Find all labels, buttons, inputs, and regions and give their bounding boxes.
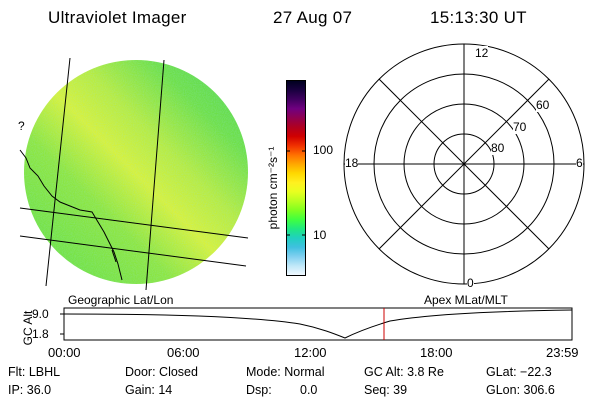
date-label: 27 Aug 07: [273, 8, 353, 27]
info-mode: Mode: Normal: [246, 365, 325, 379]
info-dsp: Dsp:: [246, 383, 272, 397]
time-tick-1800: 18:00: [420, 345, 453, 360]
time-tick-0600: 06:00: [167, 345, 200, 360]
info-gain: Gain: 14: [125, 383, 173, 397]
time-tick-2359: 23:59: [546, 345, 579, 360]
info-seq: Seq: 39: [364, 383, 408, 397]
info-flt: Flt: LBHL: [8, 365, 61, 379]
mlt-label-18: 18: [345, 156, 359, 170]
mlt-label-0: 0: [467, 276, 474, 290]
instrument-title: Ultraviolet Imager: [48, 8, 187, 27]
geographic-label: Geographic Lat/Lon: [68, 293, 174, 307]
colorbar: [286, 80, 306, 276]
info-glat: GLat: −22.3: [486, 365, 552, 379]
info-dsp-value: 0.0: [300, 383, 318, 397]
mlt-label-12: 12: [475, 46, 489, 60]
edge-mark: ?: [18, 119, 25, 133]
alt-tick-9: 9.0: [32, 307, 49, 321]
time-tick-0000: 00:00: [48, 345, 81, 360]
info-gc-alt: GC Alt: 3.8 Re: [364, 365, 444, 379]
colorbar-tick-10: 10: [313, 228, 327, 242]
colorbar-tick-100: 100: [313, 143, 334, 157]
time-label: 15:13:30 UT: [430, 8, 527, 27]
info-ip: IP: 36.0: [8, 383, 52, 397]
apex-label: Apex MLat/MLT: [424, 293, 508, 307]
time-tick-1200: 12:00: [294, 345, 327, 360]
lat-label-80: 80: [491, 141, 505, 155]
info-glon: GLon: 306.6: [486, 383, 555, 397]
alt-tick-1-8: 1.8: [32, 327, 49, 341]
lat-label-70: 70: [513, 120, 527, 134]
info-door: Door: Closed: [125, 365, 198, 379]
lat-label-60: 60: [536, 98, 550, 112]
mlt-label-6: 6: [576, 156, 583, 170]
